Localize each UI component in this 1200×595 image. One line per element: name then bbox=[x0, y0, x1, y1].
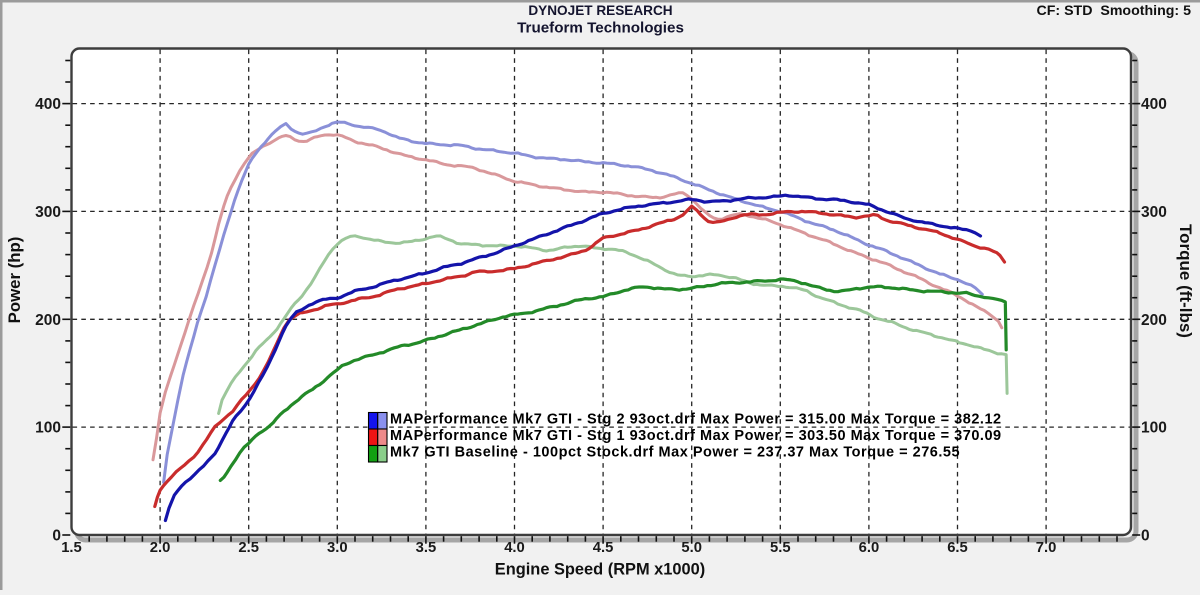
svg-text:200: 200 bbox=[35, 312, 61, 329]
svg-text:5.0: 5.0 bbox=[681, 540, 702, 556]
svg-text:300: 300 bbox=[1141, 204, 1167, 221]
svg-text:1.5: 1.5 bbox=[61, 540, 82, 556]
svg-text:2.5: 2.5 bbox=[238, 540, 259, 556]
svg-text:5.5: 5.5 bbox=[770, 540, 791, 556]
svg-text:0: 0 bbox=[1141, 528, 1150, 545]
svg-text:400: 400 bbox=[35, 96, 61, 113]
svg-text:400: 400 bbox=[1141, 96, 1167, 113]
svg-text:MAPerformance Mk7 GTI - Stg 2: MAPerformance Mk7 GTI - Stg 2 93oct.drf … bbox=[390, 412, 1002, 428]
svg-text:0: 0 bbox=[52, 528, 61, 545]
svg-text:MAPerformance Mk7 GTI - Stg 1: MAPerformance Mk7 GTI - Stg 1 93oct.drf … bbox=[390, 428, 1002, 444]
svg-text:3.5: 3.5 bbox=[416, 540, 437, 556]
svg-text:Power (hp): Power (hp) bbox=[5, 237, 24, 324]
svg-text:Mk7 GTI Baseline - 100pct Stoc: Mk7 GTI Baseline - 100pct Stock.drf Max … bbox=[390, 445, 960, 461]
svg-text:6.0: 6.0 bbox=[859, 540, 880, 556]
svg-text:100: 100 bbox=[35, 420, 61, 437]
svg-text:Torque (ft-lbs): Torque (ft-lbs) bbox=[1176, 224, 1195, 338]
svg-text:4.5: 4.5 bbox=[593, 540, 614, 556]
svg-text:200: 200 bbox=[1141, 312, 1167, 329]
svg-text:100: 100 bbox=[1141, 420, 1167, 437]
svg-text:3.0: 3.0 bbox=[327, 540, 348, 556]
svg-text:4.0: 4.0 bbox=[504, 540, 525, 556]
svg-text:300: 300 bbox=[35, 204, 61, 221]
svg-text:Engine Speed (RPM x1000): Engine Speed (RPM x1000) bbox=[495, 561, 705, 579]
svg-text:2.0: 2.0 bbox=[150, 540, 171, 556]
svg-text:DYNOJET RESEARCH: DYNOJET RESEARCH bbox=[528, 3, 672, 18]
svg-text:Trueform Technologies: Trueform Technologies bbox=[517, 20, 684, 37]
svg-text:6.5: 6.5 bbox=[947, 540, 968, 556]
svg-text:7.0: 7.0 bbox=[1036, 540, 1057, 556]
svg-text:CF: STD Smoothing: 5: CF: STD Smoothing: 5 bbox=[1037, 3, 1192, 19]
